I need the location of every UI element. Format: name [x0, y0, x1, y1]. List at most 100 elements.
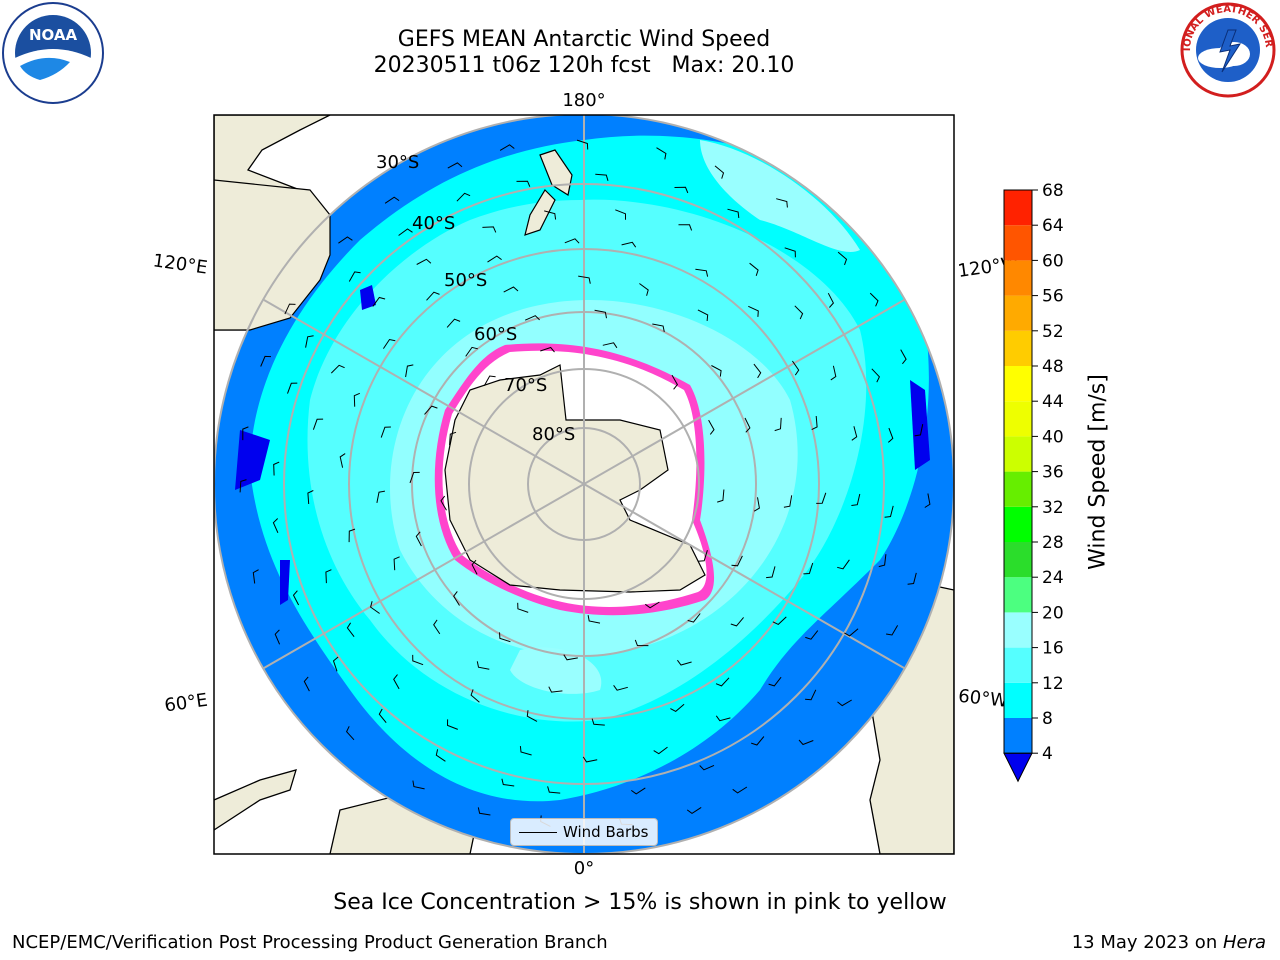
wind-barb: [433, 619, 441, 635]
wind-barb: [656, 147, 667, 160]
map-subtitle: 20230511 t06z 120h fcst Max: 20.10: [373, 53, 795, 78]
wind-barb: [465, 346, 478, 357]
host-name: Hera: [1222, 932, 1266, 953]
wind-barb: [602, 342, 618, 349]
wind-barb: [548, 686, 563, 693]
wind-barb: [634, 639, 649, 647]
lat-label-80s: 80°S: [532, 424, 575, 445]
wind-barb: [405, 364, 414, 378]
wind-barb: [631, 787, 646, 795]
wind-barb: [416, 258, 432, 265]
wind-barb: [517, 602, 529, 613]
wind-barb: [338, 236, 353, 244]
wind-barb: [784, 247, 796, 258]
wind-barb: [768, 676, 782, 687]
graticule: [214, 115, 954, 854]
wind-barb: [519, 746, 532, 756]
wind-barb: [794, 305, 804, 320]
wind-barb: [811, 415, 818, 431]
wind-barb: [591, 718, 605, 726]
colorbar-segment: [1004, 401, 1032, 437]
wind-barb: [353, 392, 360, 407]
wind-barb: [816, 492, 827, 504]
wind-barb: [503, 286, 519, 293]
wind-barb: [730, 617, 744, 627]
wind-barb: [426, 291, 440, 301]
colorbar-tick-label: 12: [1042, 674, 1064, 694]
wind-barb: [613, 685, 628, 691]
wind-barb: [547, 786, 561, 794]
wind-barb: [499, 144, 515, 151]
wind-barb: [456, 192, 471, 202]
lon-label-180: 180°: [562, 90, 605, 111]
wind-barb: [715, 715, 731, 722]
wind-barb: [384, 196, 400, 204]
wind-barb: [886, 625, 899, 636]
wind-barb: [482, 226, 497, 233]
wind-barb: [346, 726, 355, 741]
colorbar-segment: [1004, 506, 1032, 542]
colorbar-tick-label: 56: [1042, 287, 1064, 307]
wind-barb: [900, 349, 907, 365]
wind-barb: [409, 471, 420, 484]
wind-barb: [453, 591, 460, 606]
wind-barb: [878, 554, 887, 568]
lat-label-70s: 70°S: [504, 375, 547, 396]
wind-barb: [303, 676, 310, 692]
colorbar-segment: [1004, 577, 1032, 613]
wind-barb: [714, 165, 725, 179]
map-title: GEFS MEAN Antarctic Wind Speed: [397, 27, 771, 52]
wind-barb: [242, 426, 249, 441]
wind-barb: [744, 417, 751, 433]
wind-barb: [499, 632, 511, 643]
wind-barb: [312, 418, 324, 430]
wind-barb: [803, 562, 814, 575]
noaa-logo-text: NOAA: [29, 26, 78, 44]
colorbar-tick-label: 68: [1042, 181, 1064, 201]
wind-barb: [449, 431, 457, 446]
colorbar-tick-label: 20: [1042, 603, 1064, 623]
wind-barb: [697, 309, 709, 321]
wind-barb: [766, 566, 776, 579]
national-weather-service-logo: NATIONAL WEATHER SERVICE: [1176, 0, 1276, 98]
wind-barb: [305, 335, 314, 348]
wind-barb: [884, 505, 894, 518]
wind-barb: [711, 365, 722, 377]
lon-label-0: 0°: [574, 858, 594, 879]
noaa-logo: NOAA: [2, 2, 104, 104]
wind-barb: [424, 405, 438, 415]
producer-credit: NCEP/EMC/Verification Post Processing Pr…: [12, 932, 608, 953]
wind-barb: [370, 601, 380, 614]
wind-barb: [477, 807, 491, 816]
wind-barb: [686, 806, 702, 815]
wind-barb: [272, 518, 279, 534]
wind-barb: [678, 224, 693, 231]
wind-barb: [487, 255, 502, 263]
wind-barb: [774, 417, 782, 432]
colorbar-tick-label: 52: [1042, 322, 1064, 342]
wind-barb: [621, 241, 637, 248]
colorbar-tick-label: 44: [1042, 392, 1064, 412]
colorbar-tick-label: 16: [1042, 639, 1064, 659]
wind-barb: [727, 208, 740, 219]
colorbar-segment: [1004, 295, 1032, 331]
colorbar-tick-label: 32: [1042, 498, 1064, 518]
colorbar-segment: [1004, 682, 1032, 718]
wind-barb: [749, 262, 759, 276]
wind-barb: [753, 497, 760, 512]
colorbar-tick-label: 48: [1042, 357, 1064, 377]
wind-barb: [501, 778, 515, 787]
wind-barb: [435, 749, 446, 762]
wind-barb: [594, 309, 607, 319]
wind-barb: [274, 629, 281, 645]
colorbar-segment: [1004, 647, 1032, 683]
colorbar-tick-label: 4: [1042, 744, 1053, 764]
wind-barb: [578, 275, 591, 284]
lon-label-60e: 60°E: [163, 690, 209, 717]
wind-barb: [446, 719, 458, 730]
run-date: 13 May 2023 on Hera: [1072, 932, 1266, 953]
wind-barb: [687, 613, 701, 623]
wind-barb: [851, 493, 861, 506]
